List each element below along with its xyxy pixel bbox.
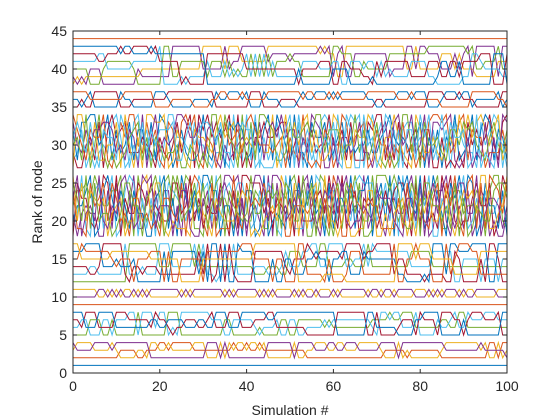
series-line: [73, 242, 507, 283]
x-tick-label: 40: [239, 378, 255, 394]
series-line: [73, 241, 507, 284]
y-axis-label: Rank of node: [29, 160, 45, 243]
y-tick-label: 40: [51, 61, 67, 77]
series-line: [72, 173, 508, 238]
series-line: [72, 44, 507, 86]
series-line: [73, 44, 507, 85]
y-tick-label: 5: [59, 327, 67, 343]
series-line: [73, 243, 507, 283]
x-tick-label: 60: [326, 378, 342, 394]
series-line: [73, 45, 508, 85]
series-line: [73, 90, 508, 108]
x-tick-label: 80: [412, 378, 428, 394]
series-line: [73, 90, 508, 109]
series-line: [72, 173, 508, 238]
series-line: [73, 311, 507, 336]
series-line: [73, 243, 507, 283]
y-tick-label: 25: [51, 175, 67, 191]
series-line: [72, 173, 508, 238]
series-line: [73, 44, 508, 87]
x-tick-label: 0: [69, 378, 77, 394]
series-line: [72, 45, 507, 86]
series-line: [72, 112, 508, 170]
x-tick-label: 20: [152, 378, 168, 394]
series-line: [73, 311, 507, 336]
series-line: [73, 288, 507, 299]
plot-frame: [72, 30, 508, 374]
series-line: [73, 288, 507, 299]
x-axis-label: Simulation #: [251, 402, 328, 418]
series-line: [72, 113, 508, 170]
series-line: [72, 340, 508, 360]
series-line: [72, 173, 508, 238]
y-tick-label: 0: [59, 365, 67, 381]
x-tick-label: 100: [495, 378, 519, 394]
y-tick-label: 15: [51, 251, 67, 267]
series-line: [73, 90, 507, 108]
y-tick-label: 10: [51, 289, 67, 305]
series-line: [73, 242, 507, 284]
series-line: [72, 173, 508, 238]
y-tick-label: 30: [51, 137, 67, 153]
series-line: [72, 340, 508, 360]
series-line: [73, 310, 507, 337]
y-tick-label: 20: [51, 213, 67, 229]
series-line: [73, 242, 507, 284]
series-line: [73, 310, 507, 337]
series-line: [72, 173, 508, 239]
series-layer: [72, 38, 508, 366]
series-line: [73, 341, 507, 360]
tick-layer: 0 20 40 60 80 100 0 5 10 15 20 25 30 35 40 45: [51, 23, 518, 394]
y-tick-label: 35: [51, 99, 67, 115]
y-tick-label: 45: [51, 23, 67, 39]
series-line: [72, 173, 508, 237]
series-line: [73, 46, 507, 86]
